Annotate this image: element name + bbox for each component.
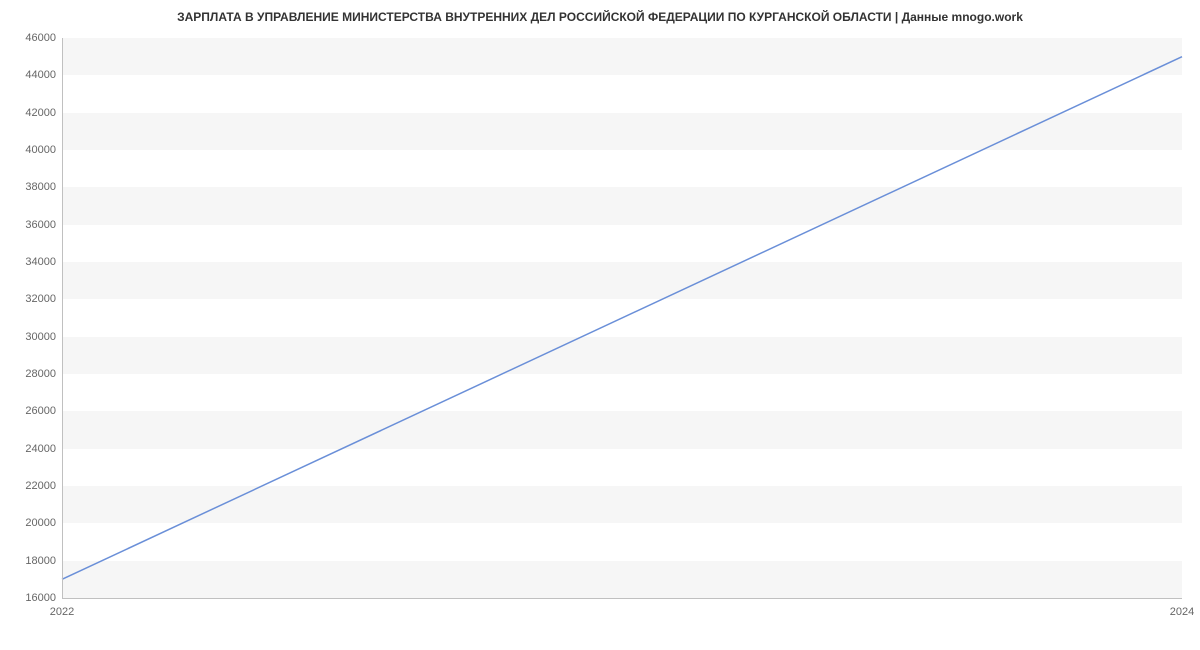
y-tick-label: 34000 xyxy=(25,256,56,268)
y-tick-label: 46000 xyxy=(25,32,56,44)
y-tick-label: 28000 xyxy=(25,368,56,380)
y-tick-label: 30000 xyxy=(25,331,56,343)
y-tick-label: 24000 xyxy=(25,443,56,455)
plot-area: 1600018000200002200024000260002800030000… xyxy=(62,38,1182,598)
y-tick-label: 20000 xyxy=(25,517,56,529)
y-tick-label: 26000 xyxy=(25,405,56,417)
y-tick-label: 32000 xyxy=(25,293,56,305)
y-tick-label: 38000 xyxy=(25,181,56,193)
y-tick-label: 40000 xyxy=(25,144,56,156)
y-tick-label: 18000 xyxy=(25,555,56,567)
chart-title: ЗАРПЛАТА В УПРАВЛЕНИЕ МИНИСТЕРСТВА ВНУТР… xyxy=(0,10,1200,24)
y-axis-line xyxy=(62,38,63,598)
y-tick-label: 16000 xyxy=(25,592,56,604)
y-tick-label: 22000 xyxy=(25,480,56,492)
x-axis-line xyxy=(62,598,1182,599)
x-tick-label: 2022 xyxy=(50,606,74,618)
x-tick-label: 2024 xyxy=(1170,606,1194,618)
y-tick-label: 44000 xyxy=(25,69,56,81)
series-line-salary xyxy=(62,57,1182,580)
line-layer xyxy=(62,38,1182,598)
y-tick-label: 42000 xyxy=(25,107,56,119)
y-tick-label: 36000 xyxy=(25,219,56,231)
salary-line-chart: ЗАРПЛАТА В УПРАВЛЕНИЕ МИНИСТЕРСТВА ВНУТР… xyxy=(0,0,1200,650)
